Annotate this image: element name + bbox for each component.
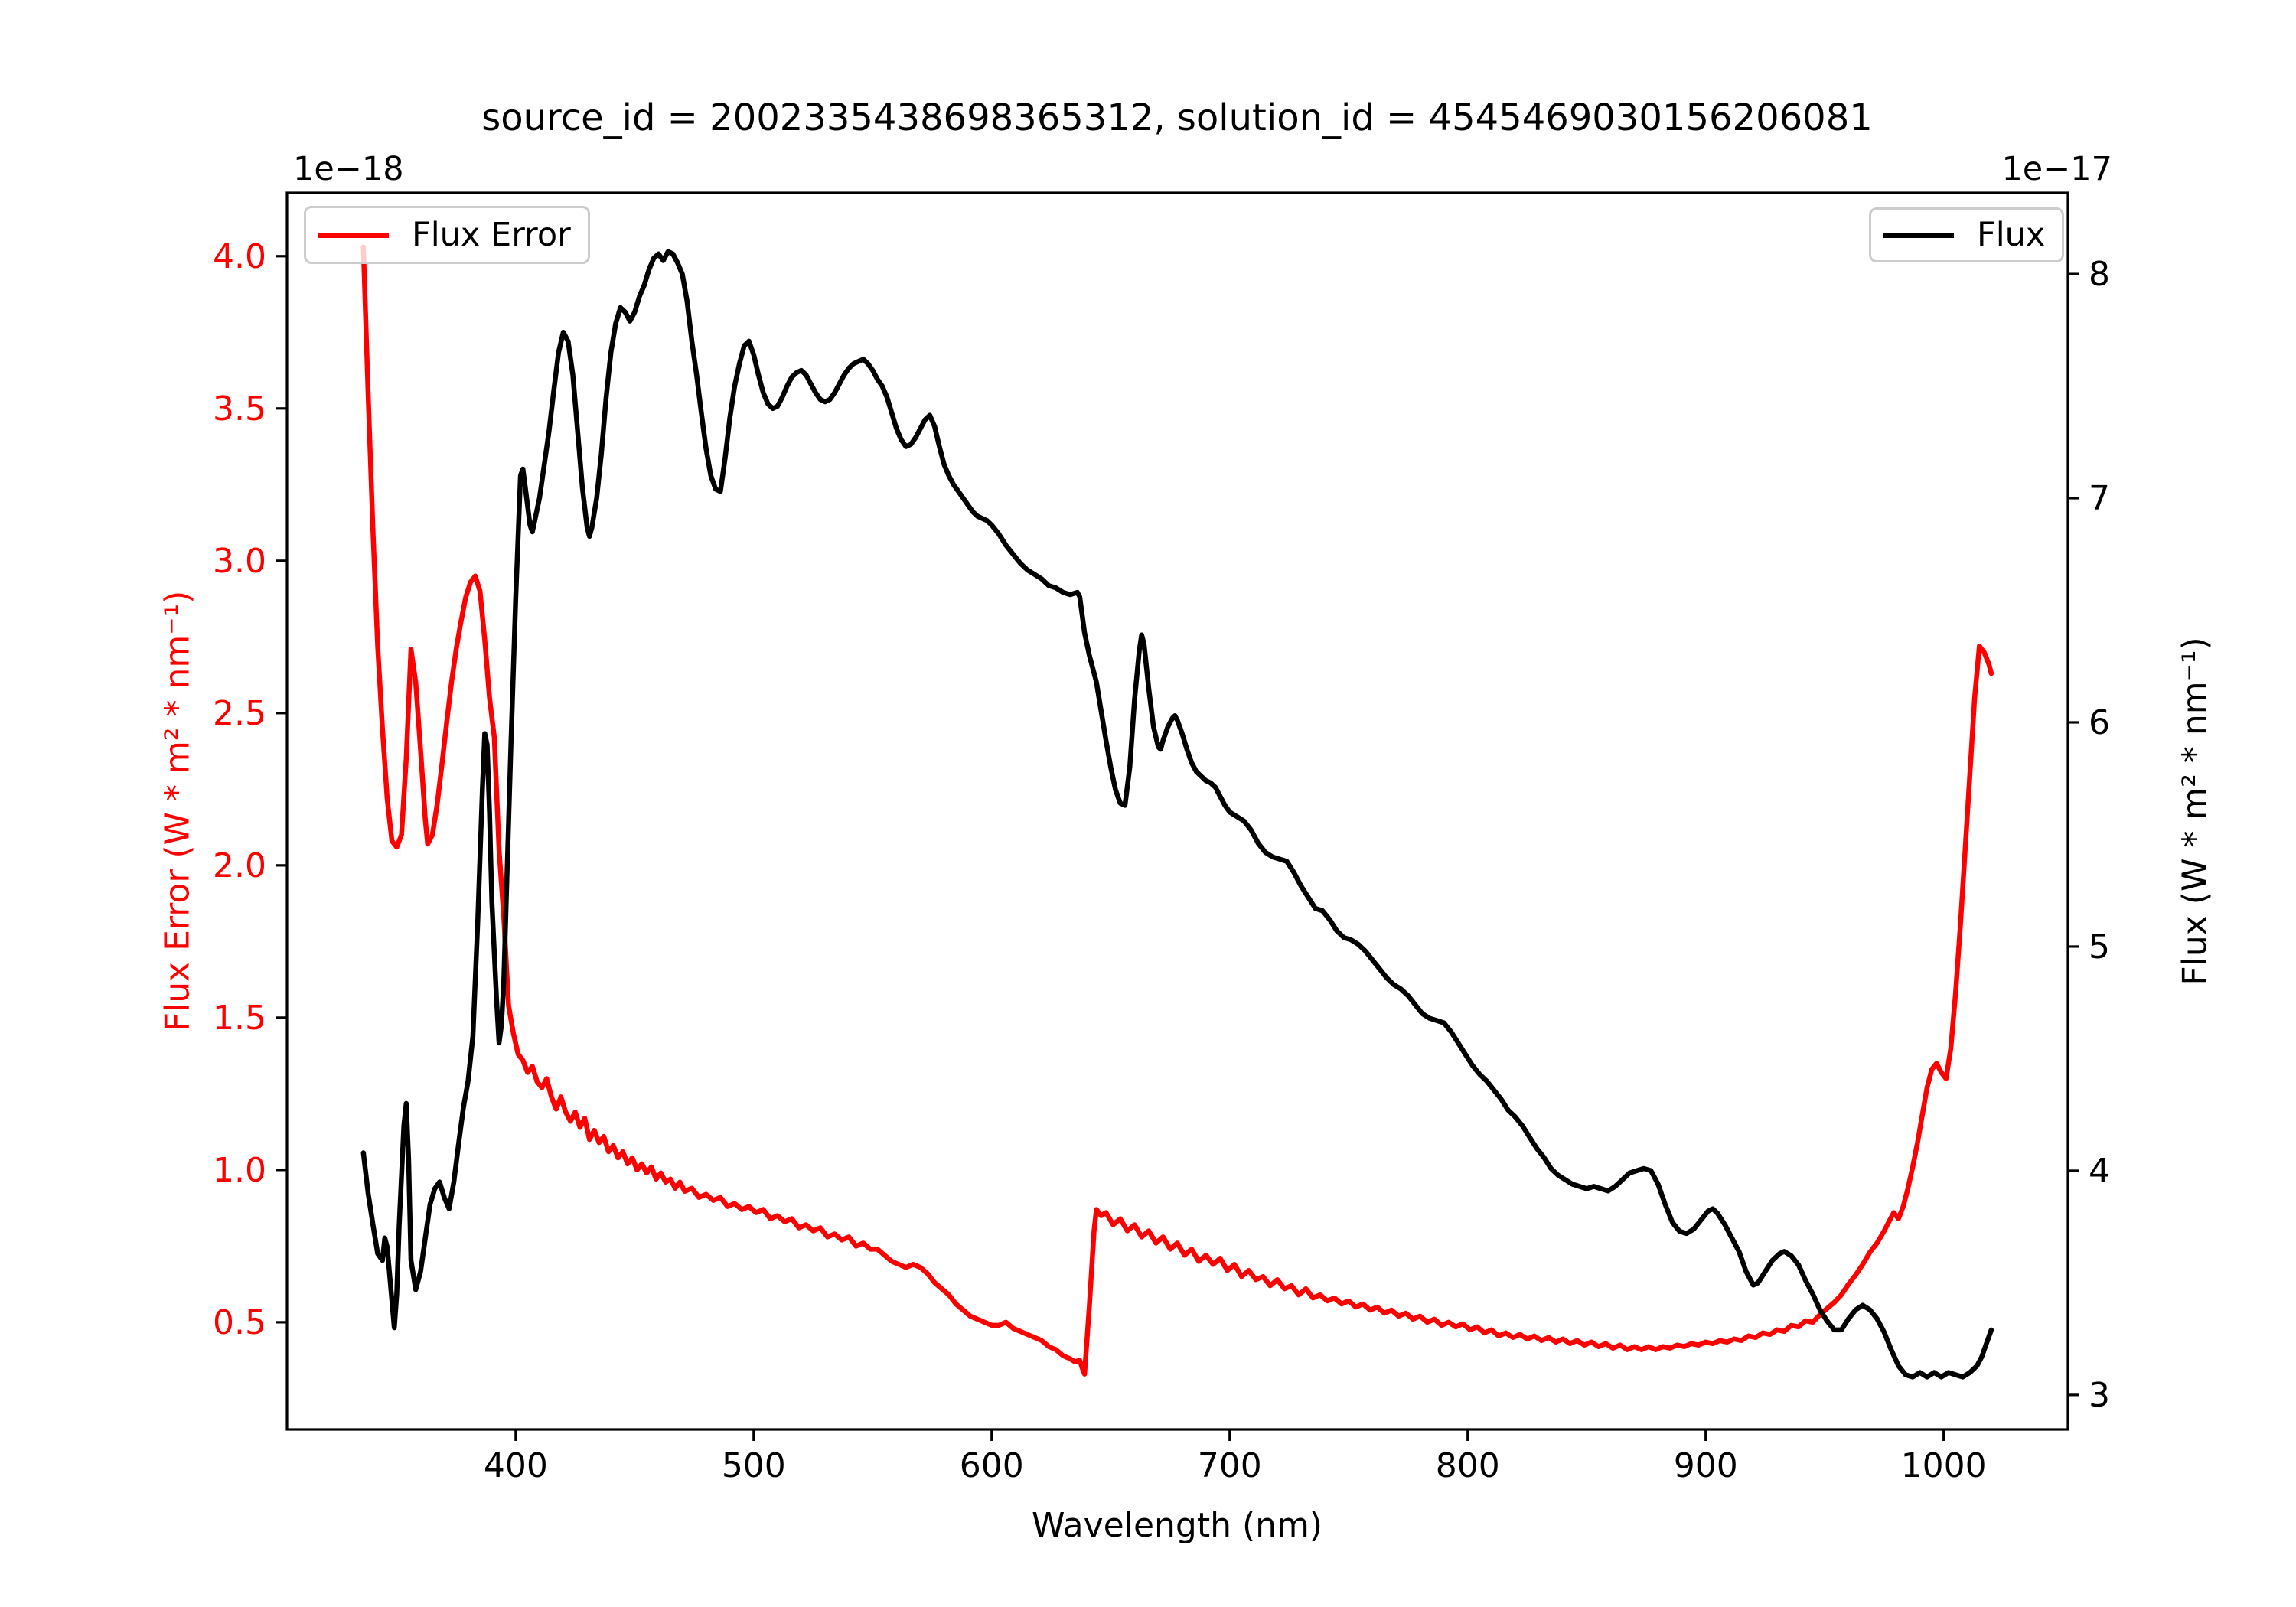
legend-flux: Flux [1869, 207, 2065, 262]
left-axis-offset-text: 1e−18 [293, 150, 404, 188]
right-y-tick-label: 3 [2089, 1376, 2110, 1415]
left-y-tick-label: 3.5 [213, 390, 266, 429]
right-y-axis-label: Flux (W * m² * nm⁻¹) [2175, 637, 2215, 986]
chart-title: source_id = 2002335438698365312, solutio… [481, 96, 1873, 139]
left-y-tick-label: 2.5 [213, 694, 266, 733]
left-y-tick-label: 4.0 [213, 237, 266, 276]
x-axis-label: Wavelength (nm) [1031, 1506, 1323, 1545]
right-axis-offset-text: 1e−17 [2001, 150, 2112, 188]
left-y-tick-label: 1.5 [213, 999, 266, 1038]
right-y-tick-label: 8 [2089, 255, 2110, 294]
flux-curve [360, 249, 1994, 1380]
right-y-tick-label: 6 [2089, 703, 2110, 742]
left-y-tick-label: 2.0 [213, 846, 266, 885]
x-tick-label: 700 [1198, 1446, 1262, 1485]
x-tick-label: 800 [1436, 1446, 1500, 1485]
plot-area [285, 191, 2069, 1431]
left-y-tick-label: 0.5 [213, 1303, 266, 1342]
x-tick-label: 900 [1674, 1446, 1738, 1485]
right-y-tick-label: 5 [2089, 927, 2110, 966]
legend-flux-error-line-sample [318, 232, 389, 238]
right-y-tick-label: 4 [2089, 1152, 2110, 1191]
left-y-axis-label: Flux Error (W * m² * nm⁻¹) [158, 590, 197, 1032]
x-tick-label: 400 [484, 1446, 548, 1485]
right-y-tick-label: 7 [2089, 479, 2110, 518]
left-y-tick-label: 3.0 [213, 542, 266, 581]
legend-flux-error-label: Flux Error [412, 216, 571, 254]
legend-flux-line-sample [1883, 232, 1954, 238]
x-tick-label: 500 [722, 1446, 786, 1485]
legend-flux-error: Flux Error [304, 206, 590, 264]
x-tick-label: 600 [960, 1446, 1024, 1485]
legend-flux-label: Flux [1977, 216, 2046, 254]
flux-error-curve [360, 244, 1994, 1377]
left-y-tick-label: 1.0 [213, 1151, 266, 1190]
x-tick-label: 1000 [1901, 1446, 1987, 1485]
